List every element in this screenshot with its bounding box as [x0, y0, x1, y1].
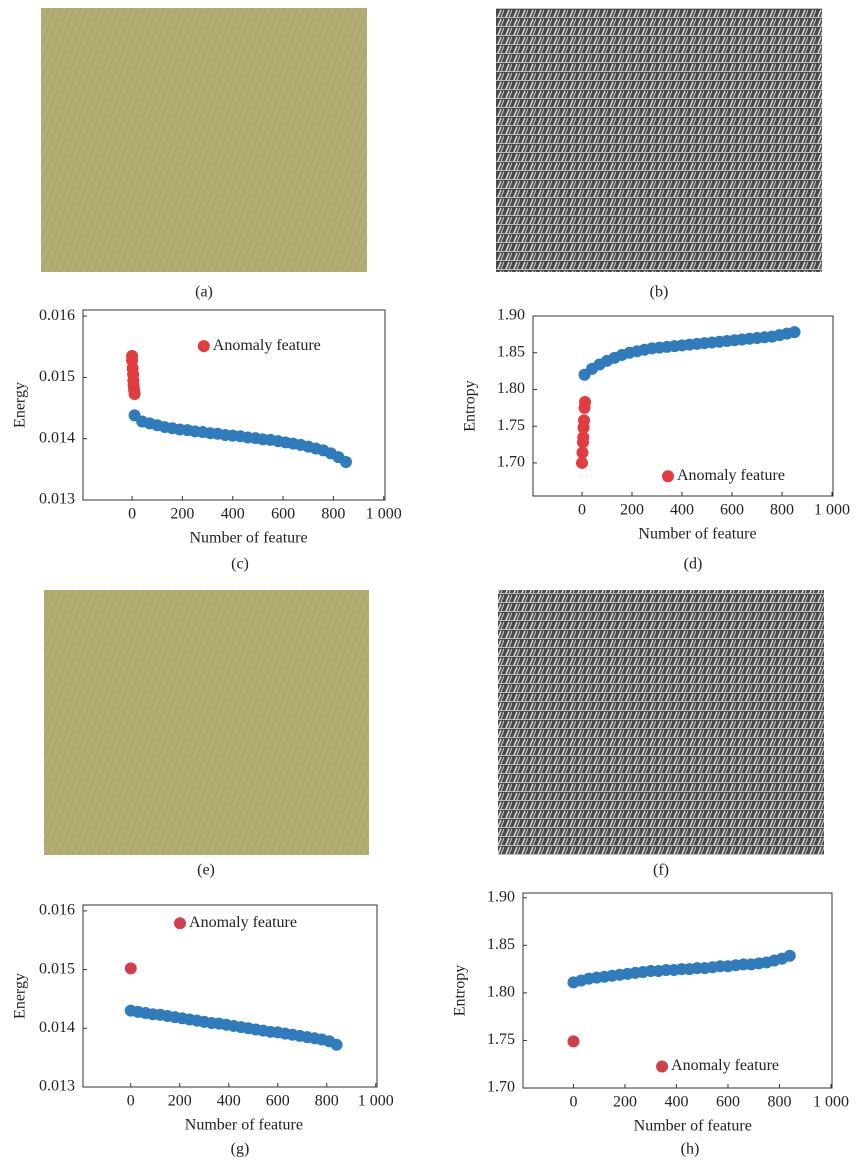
- y-tick-label: 0.015: [39, 368, 75, 385]
- y-tick-label: 0.014: [39, 1019, 75, 1036]
- data-point: [576, 456, 588, 469]
- data-point: [128, 387, 141, 400]
- x-tick-label: 400: [217, 1093, 241, 1110]
- x-tick-label: 1 000: [813, 1094, 849, 1111]
- data-point: [578, 414, 590, 427]
- x-tick-label: 600: [271, 506, 295, 523]
- texture-image: [498, 590, 824, 855]
- x-axis-label: Number of feature: [638, 526, 756, 543]
- x-tick-label: 800: [770, 502, 794, 519]
- y-axis-label: Energy: [12, 382, 29, 428]
- x-axis-label: Number of feature: [189, 530, 307, 547]
- data-point: [124, 962, 137, 975]
- caption: (d): [684, 556, 703, 573]
- data-point: [579, 395, 591, 408]
- x-axis-label: Number of feature: [634, 1118, 752, 1135]
- x-axis-label: Number of feature: [185, 1117, 303, 1134]
- y-tick-label: 0.014: [39, 429, 75, 446]
- y-axis-label: Entropy: [452, 965, 469, 1017]
- y-tick-label: 0.013: [39, 491, 75, 508]
- y-tick-label: 1.90: [487, 888, 515, 905]
- x-tick-label: 0: [128, 506, 136, 523]
- x-tick-label: 0: [578, 502, 586, 519]
- y-axis-label: Entropy: [462, 380, 479, 432]
- y-tick-label: 1.90: [497, 307, 525, 324]
- data-point: [567, 1035, 580, 1048]
- legend-marker: [662, 470, 674, 483]
- x-tick-label: 0: [127, 1093, 135, 1110]
- x-tick-label: 200: [168, 1093, 192, 1110]
- x-tick-label: 200: [613, 1094, 637, 1111]
- legend-label: Anomaly feature: [189, 914, 297, 931]
- y-tick-label: 1.70: [497, 454, 525, 471]
- data-point: [339, 456, 352, 468]
- y-tick-label: 1.85: [497, 343, 525, 360]
- x-tick-label: 600: [716, 1094, 740, 1111]
- x-tick-label: 600: [266, 1093, 290, 1110]
- y-tick-label: 1.70: [487, 1079, 515, 1096]
- x-tick-label: 1 000: [358, 1093, 394, 1110]
- legend-marker: [197, 340, 210, 353]
- y-tick-label: 1.85: [487, 936, 515, 953]
- y-tick-label: 0.016: [39, 902, 75, 919]
- x-tick-label: 0: [569, 1094, 577, 1111]
- data-point: [577, 431, 590, 444]
- y-tick-label: 0.015: [39, 960, 75, 977]
- legend-label: Anomaly feature: [213, 337, 321, 354]
- caption: (c): [231, 556, 249, 573]
- x-tick-label: 400: [664, 1094, 688, 1111]
- data-point: [576, 446, 589, 459]
- plot-frame: [522, 892, 833, 1089]
- plot-frame: [82, 904, 378, 1088]
- x-tick-label: 800: [315, 1093, 339, 1110]
- x-tick-label: 1 000: [814, 502, 850, 519]
- x-tick-label: 1 000: [366, 506, 402, 523]
- x-tick-label: 800: [321, 506, 345, 523]
- legend-marker: [174, 917, 187, 930]
- y-tick-label: 1.75: [497, 417, 525, 434]
- y-tick-label: 0.016: [39, 307, 75, 324]
- caption: (f): [653, 862, 669, 879]
- legend-label: Anomaly feature: [677, 467, 785, 484]
- y-tick-label: 0.013: [39, 1078, 75, 1095]
- caption: (e): [197, 862, 215, 879]
- y-tick-label: 1.75: [487, 1031, 515, 1048]
- x-tick-label: 200: [620, 502, 644, 519]
- legend-marker: [656, 1060, 669, 1073]
- data-point: [330, 1038, 343, 1051]
- y-tick-label: 1.80: [497, 380, 525, 397]
- fabric-image: [41, 8, 367, 272]
- legend-label: Anomaly feature: [671, 1057, 779, 1074]
- caption: (a): [195, 284, 213, 301]
- y-tick-label: 1.80: [487, 984, 515, 1001]
- texture-image: [496, 8, 822, 272]
- x-tick-label: 400: [670, 502, 694, 519]
- data-point: [783, 949, 796, 962]
- y-axis-label: Energy: [12, 973, 29, 1019]
- caption: (h): [681, 1141, 700, 1158]
- fabric-image: [44, 590, 369, 855]
- plot-frame: [82, 309, 386, 501]
- caption: (b): [650, 284, 669, 301]
- caption: (g): [231, 1141, 250, 1158]
- data-point: [788, 326, 801, 339]
- x-tick-label: 400: [221, 506, 245, 523]
- plot-frame: [532, 315, 834, 497]
- x-tick-label: 800: [767, 1094, 791, 1111]
- x-tick-label: 200: [170, 506, 194, 523]
- x-tick-label: 600: [720, 502, 744, 519]
